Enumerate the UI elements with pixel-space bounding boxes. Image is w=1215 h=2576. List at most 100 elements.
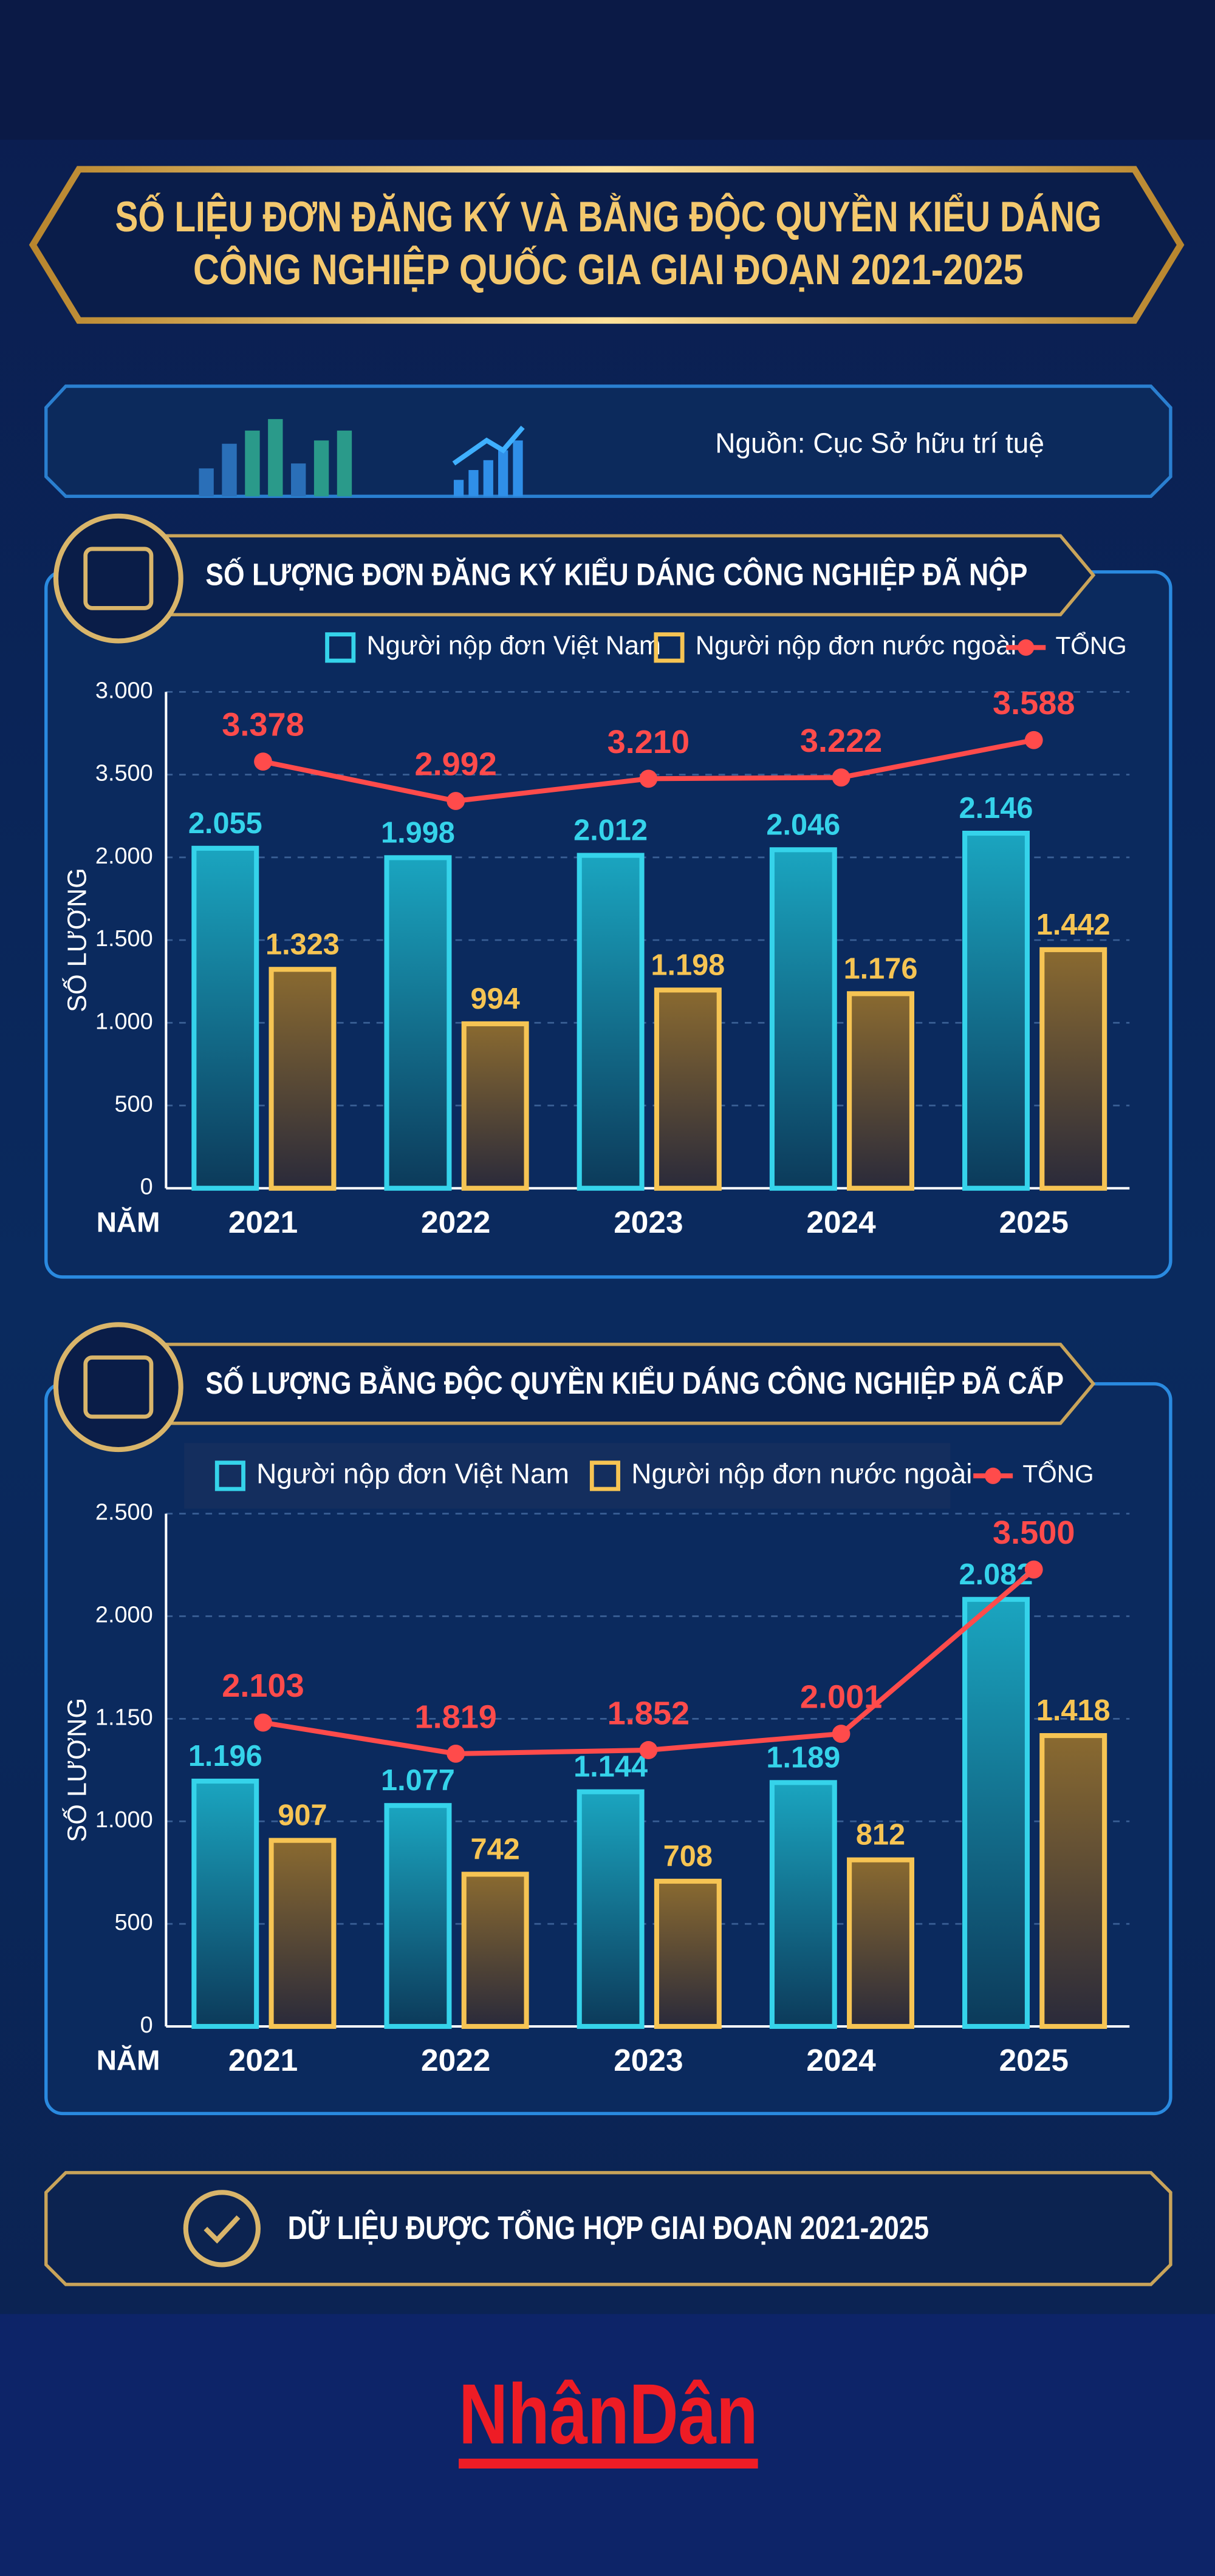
legend-label: Người nộp đơn nước ngoài xyxy=(631,1457,972,1489)
data-label: 3.210 xyxy=(608,724,690,760)
footer-box xyxy=(44,2171,1172,2286)
data-label: 1.189 xyxy=(766,1741,840,1774)
growth-icon xyxy=(452,426,525,497)
data-label: 2.012 xyxy=(573,814,648,847)
bar xyxy=(191,845,259,1191)
title-line: CÔNG NGHIỆP QUỐC GIA GIAI ĐOẠN 2021-2025 xyxy=(193,245,1024,293)
bar xyxy=(847,1857,915,2029)
bar xyxy=(461,1021,529,1191)
footer-text: DỮ LIỆU ĐƯỢC TỔNG HỢP GIAI ĐOẠN 2021-202… xyxy=(288,2209,929,2246)
y-tick-label: 500 xyxy=(114,1092,152,1117)
data-label: 1.852 xyxy=(608,1695,690,1731)
y-tick-label: 3.000 xyxy=(95,678,153,703)
heading-icon xyxy=(53,513,183,644)
source: Nguồn: Cục Sở hữu trí tuệ xyxy=(715,428,1044,459)
y-axis-label: SỐ LƯỢNG xyxy=(62,868,92,1012)
logo: NhânDân xyxy=(459,2366,758,2462)
total-point xyxy=(832,1725,850,1743)
x-tick-label: 2023 xyxy=(614,2042,683,2077)
data-label: 742 xyxy=(471,1833,520,1866)
data-label: 708 xyxy=(663,1840,713,1873)
x-tick-label: 2023 xyxy=(614,1204,683,1239)
logo-underline xyxy=(459,2458,758,2469)
bar xyxy=(577,1789,645,2029)
data-label: 2.055 xyxy=(188,807,262,840)
total-point xyxy=(447,792,465,810)
x-axis-label: NĂM xyxy=(97,2045,160,2076)
data-label: 812 xyxy=(856,1819,905,1852)
check-mark xyxy=(204,2215,241,2244)
x-tick-label: 2024 xyxy=(806,1204,876,1239)
bar xyxy=(577,853,645,1191)
y-tick-label: 1.500 xyxy=(95,926,153,952)
heading-icon-glyph xyxy=(83,547,154,610)
heading-icon xyxy=(53,1322,183,1453)
y-tick-label: 0 xyxy=(140,2012,153,2038)
legend-swatch xyxy=(325,632,356,663)
top-band xyxy=(0,0,1215,140)
x-tick-label: 2022 xyxy=(421,1204,490,1239)
data-label: 1.198 xyxy=(651,949,725,981)
legend-label: Người nộp đơn nước ngoài xyxy=(696,632,1016,661)
x-tick-label: 2021 xyxy=(228,1204,298,1239)
y-tick-label: 2.000 xyxy=(95,1602,153,1627)
total-point xyxy=(1024,1560,1043,1579)
data-label: 1.176 xyxy=(844,952,918,985)
total-point xyxy=(1024,731,1043,749)
legend-swatch xyxy=(589,1460,620,1491)
bar xyxy=(384,855,452,1191)
legend-swatch xyxy=(214,1460,245,1491)
legend-dot xyxy=(1018,639,1035,656)
bar xyxy=(847,991,915,1191)
bar xyxy=(769,1780,837,2029)
total-point xyxy=(639,1741,658,1759)
data-label: 907 xyxy=(278,1799,327,1832)
x-tick-label: 2024 xyxy=(806,2042,876,2077)
x-tick-label: 2025 xyxy=(999,1204,1069,1239)
legend-dot xyxy=(985,1467,1002,1484)
data-label: 3.378 xyxy=(222,707,304,743)
data-label: 3.588 xyxy=(993,685,1075,721)
bar xyxy=(269,967,337,1191)
data-label: 1.418 xyxy=(1036,1694,1111,1727)
data-label: 2.001 xyxy=(800,1679,882,1716)
bar xyxy=(654,1878,722,2029)
data-label: 2.082 xyxy=(959,1558,1033,1591)
data-label: 1.819 xyxy=(415,1699,497,1735)
y-tick-label: 1.000 xyxy=(95,1009,153,1034)
legend-box xyxy=(184,1443,951,1509)
total-point xyxy=(639,769,658,788)
data-label: 2.103 xyxy=(222,1668,304,1704)
total-point xyxy=(832,768,850,787)
legend-label: Người nộp đơn Việt Nam xyxy=(256,1457,569,1489)
data-label: 1.144 xyxy=(573,1751,648,1784)
bar xyxy=(1039,1733,1107,2029)
title-line: SỐ LIỆU ĐƠN ĐĂNG KÝ VÀ BẰNG ĐỘC QUYỀN KI… xyxy=(115,193,1101,240)
bar xyxy=(962,830,1030,1191)
data-label: 1.196 xyxy=(188,1740,262,1773)
chart-title: SỐ LƯỢNG BẰNG ĐỘC QUYỀN KIỂU DÁNG CÔNG N… xyxy=(205,1365,1064,1400)
data-label: 2.992 xyxy=(415,746,497,782)
bar xyxy=(461,1872,529,2029)
legend-label: TỔNG xyxy=(1055,631,1126,659)
total-point xyxy=(254,1713,272,1732)
x-axis-label: NĂM xyxy=(97,1206,160,1238)
bar xyxy=(269,1838,337,2029)
legend-label: TỔNG xyxy=(1022,1459,1094,1488)
legend-swatch xyxy=(654,632,685,663)
data-label: 3.500 xyxy=(993,1515,1075,1551)
y-tick-label: 2.500 xyxy=(95,1500,153,1525)
y-tick-label: 500 xyxy=(114,1910,152,1935)
x-tick-label: 2021 xyxy=(228,2042,298,2077)
title-banner xyxy=(29,166,1185,324)
legend-label: Người nộp đơn Việt Nam xyxy=(367,632,661,661)
bar xyxy=(1039,947,1107,1191)
bar xyxy=(769,847,837,1191)
x-tick-label: 2022 xyxy=(421,2042,490,2077)
total-point xyxy=(254,752,272,771)
y-tick-label: 3.500 xyxy=(95,761,153,786)
data-label: 3.222 xyxy=(800,723,882,759)
data-label: 1.998 xyxy=(381,816,455,849)
